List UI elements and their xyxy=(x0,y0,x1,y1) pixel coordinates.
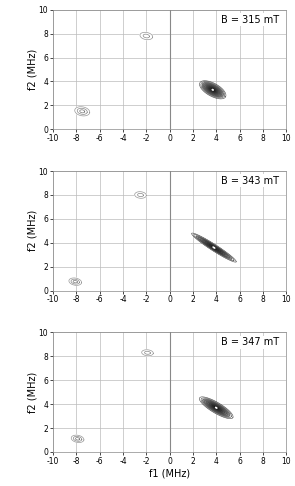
Polygon shape xyxy=(137,193,143,197)
Polygon shape xyxy=(205,85,221,95)
Polygon shape xyxy=(213,406,219,410)
Polygon shape xyxy=(206,85,219,94)
Polygon shape xyxy=(212,89,214,91)
Polygon shape xyxy=(207,86,218,93)
Polygon shape xyxy=(135,191,146,198)
Polygon shape xyxy=(213,247,215,248)
Polygon shape xyxy=(77,108,87,114)
Polygon shape xyxy=(208,402,225,413)
Polygon shape xyxy=(206,401,226,414)
Polygon shape xyxy=(71,279,79,284)
Polygon shape xyxy=(212,246,216,249)
Polygon shape xyxy=(209,403,223,412)
Text: B = 315 mT: B = 315 mT xyxy=(221,15,279,24)
Polygon shape xyxy=(212,89,213,90)
Polygon shape xyxy=(196,236,232,259)
Polygon shape xyxy=(73,280,77,283)
Polygon shape xyxy=(75,107,90,116)
Polygon shape xyxy=(73,436,82,441)
Polygon shape xyxy=(203,399,230,417)
Y-axis label: f2 (MHz): f2 (MHz) xyxy=(27,49,37,90)
Polygon shape xyxy=(209,244,218,250)
Y-axis label: f2 (MHz): f2 (MHz) xyxy=(27,372,37,413)
Polygon shape xyxy=(69,278,82,285)
Polygon shape xyxy=(210,88,215,92)
Y-axis label: f2 (MHz): f2 (MHz) xyxy=(27,210,37,251)
X-axis label: f1 (MHz): f1 (MHz) xyxy=(149,469,190,479)
Polygon shape xyxy=(205,242,223,253)
Polygon shape xyxy=(76,437,80,440)
Polygon shape xyxy=(142,350,153,356)
Polygon shape xyxy=(216,407,217,408)
Polygon shape xyxy=(202,83,223,97)
Polygon shape xyxy=(143,34,150,38)
Polygon shape xyxy=(140,32,153,40)
Polygon shape xyxy=(204,84,222,96)
Polygon shape xyxy=(214,407,218,409)
Polygon shape xyxy=(198,238,230,258)
Polygon shape xyxy=(80,110,85,113)
Polygon shape xyxy=(204,400,228,416)
Text: B = 343 mT: B = 343 mT xyxy=(221,176,279,186)
Polygon shape xyxy=(209,87,217,92)
Polygon shape xyxy=(203,240,225,255)
Polygon shape xyxy=(145,351,150,354)
Polygon shape xyxy=(207,243,221,252)
Polygon shape xyxy=(201,239,227,256)
Polygon shape xyxy=(71,435,84,443)
Polygon shape xyxy=(211,404,221,411)
Text: B = 347 mT: B = 347 mT xyxy=(221,337,279,347)
